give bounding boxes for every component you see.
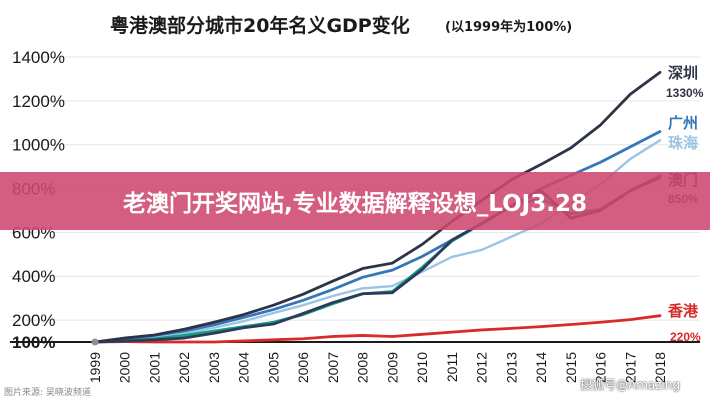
x-tick-label: 2004 bbox=[236, 352, 252, 383]
series-name-label: 珠海 bbox=[668, 134, 698, 152]
series-line bbox=[93, 139, 662, 344]
x-tick-label: 2017 bbox=[622, 352, 638, 383]
series-end-value-label: 220% bbox=[670, 330, 701, 344]
x-tick-label: 2013 bbox=[503, 352, 519, 383]
series-name-label: 深圳 bbox=[668, 64, 698, 82]
start-point bbox=[91, 338, 99, 346]
y-tick-label: 1400% bbox=[12, 48, 65, 67]
y-tick-label: 400% bbox=[12, 267, 55, 286]
chart-title: 粤港澳部分城市20年名义GDP变化 bbox=[110, 14, 410, 37]
y-tick-label: 1000% bbox=[12, 136, 65, 155]
series-line bbox=[93, 130, 662, 344]
grid-lines bbox=[10, 56, 700, 343]
x-tick-label: 2001 bbox=[146, 352, 162, 383]
x-tick-label: 2006 bbox=[295, 352, 311, 383]
series-name-label: 广州 bbox=[668, 114, 698, 132]
x-tick-label: 2002 bbox=[176, 352, 192, 383]
promo-banner: 老澳门开奖网站,专业数据解释设想_LOJ3.28 bbox=[0, 172, 710, 230]
series-name-label: 香港 bbox=[668, 302, 699, 320]
y-tick-label: 100% bbox=[12, 333, 55, 352]
x-tick-label: 2011 bbox=[444, 352, 460, 382]
x-tick-label: 2018 bbox=[652, 352, 668, 383]
x-tick-label: 2005 bbox=[265, 352, 281, 383]
x-tick-label: 2014 bbox=[533, 352, 549, 383]
x-tick-label: 2007 bbox=[325, 352, 341, 383]
x-tick-label: 2003 bbox=[206, 352, 222, 383]
x-tick-label: 2012 bbox=[474, 352, 490, 383]
x-tick-label: 2015 bbox=[563, 352, 579, 383]
series-line bbox=[93, 314, 662, 344]
x-axis-ticks: 1999 2000 2001 2002 2003 2004 2005 2006 2007 2008… bbox=[87, 352, 668, 383]
y-tick-label: 200% bbox=[12, 311, 55, 330]
x-tick-label: 2000 bbox=[117, 352, 133, 383]
series-line bbox=[93, 70, 662, 344]
y-tick-label: 1200% bbox=[12, 92, 65, 111]
x-tick-label: 2016 bbox=[593, 352, 609, 383]
x-tick-label: 1999 bbox=[87, 352, 103, 383]
x-tick-label: 2009 bbox=[384, 352, 400, 383]
chart-subtitle: (以1999年为100%) bbox=[445, 19, 572, 35]
image-credit: 图片来源: 吴晓波频道 bbox=[4, 388, 91, 398]
x-tick-label: 2010 bbox=[414, 352, 430, 383]
series-end-value-label: 1330% bbox=[666, 86, 704, 100]
x-tick-label: 2008 bbox=[355, 352, 371, 383]
watermark: 搜狐号@Amazing bbox=[580, 378, 681, 392]
